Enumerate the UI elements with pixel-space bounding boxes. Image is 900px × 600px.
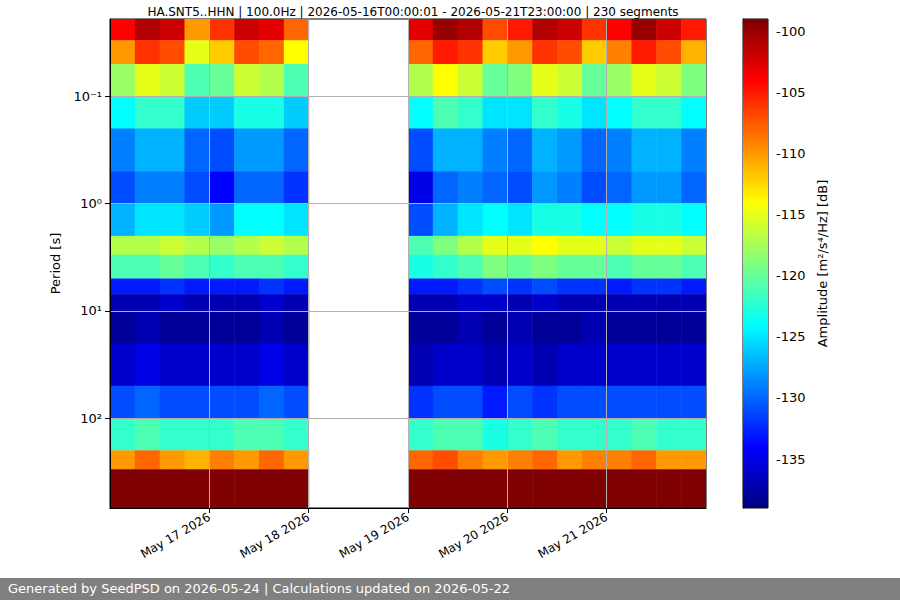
svg-text:-105: -105 bbox=[776, 85, 806, 100]
svg-text:10⁻¹: 10⁻¹ bbox=[73, 89, 102, 104]
svg-text:-115: -115 bbox=[776, 207, 806, 222]
svg-text:-110: -110 bbox=[776, 146, 806, 161]
svg-text:May 19 2026: May 19 2026 bbox=[337, 510, 412, 561]
svg-text:-130: -130 bbox=[776, 390, 806, 405]
svg-text:10²: 10² bbox=[80, 411, 102, 426]
svg-text:Period [s]: Period [s] bbox=[48, 233, 63, 295]
svg-text:10⁰: 10⁰ bbox=[80, 196, 102, 211]
svg-text:-100: -100 bbox=[776, 24, 806, 39]
svg-text:HA.SNT5..HHN | 100.0Hz | 2026-: HA.SNT5..HHN | 100.0Hz | 2026-05-16T00:0… bbox=[147, 5, 678, 19]
svg-text:Generated by SeedPSD on 2026-0: Generated by SeedPSD on 2026-05-24 | Cal… bbox=[8, 581, 510, 596]
svg-text:May 18 2026: May 18 2026 bbox=[237, 510, 312, 561]
svg-text:May 20 2026: May 20 2026 bbox=[436, 510, 511, 561]
svg-text:May 17 2026: May 17 2026 bbox=[138, 510, 213, 561]
svg-text:-135: -135 bbox=[776, 452, 806, 467]
svg-text:Amplitude [m²/s⁴/Hz] [dB]: Amplitude [m²/s⁴/Hz] [dB] bbox=[815, 180, 830, 348]
svg-text:May 21 2026: May 21 2026 bbox=[535, 510, 610, 561]
svg-text:-125: -125 bbox=[776, 329, 806, 344]
svg-text:-120: -120 bbox=[776, 268, 806, 283]
svg-text:10¹: 10¹ bbox=[80, 303, 102, 318]
